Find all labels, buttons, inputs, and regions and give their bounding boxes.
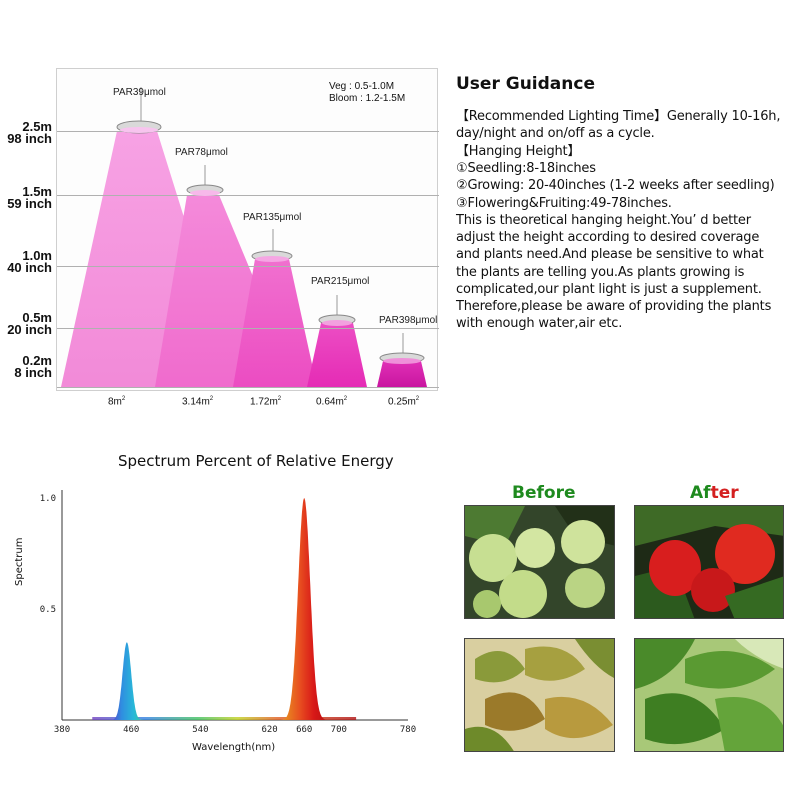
guide-line: 【Hanging Height】: [456, 144, 581, 159]
guide-line: the plants are telling you.As plants gro…: [456, 265, 745, 280]
par-label: PAR78μmol: [175, 147, 228, 158]
plot-area: 380 460 540 620 660 700 780 1.0 0.5: [40, 490, 416, 735]
guide-line: complicated,our plant light is just a su…: [456, 282, 762, 297]
guide-line: with enough water,air etc.: [456, 316, 623, 331]
before-leaf-photo: [464, 638, 615, 752]
spectrum-peak: [280, 498, 329, 720]
light-cone-4: [307, 323, 367, 387]
coverage-area: 3.14m2: [182, 396, 214, 408]
x-tick-label: 540: [192, 725, 208, 735]
bloom-legend: Bloom : 1.2-1.5M: [329, 93, 406, 104]
guide-line: This is theoretical hanging height.You’ …: [456, 213, 751, 228]
guide-line: ③Flowering&Fruiting:49-78inches.: [456, 196, 672, 211]
lamp-icon: [379, 333, 425, 364]
par-label: PAR39μmol: [113, 87, 166, 98]
light-cone-5: [377, 361, 427, 387]
after-label: After: [690, 483, 739, 503]
guide-line: Therefore,please be aware of providing t…: [456, 299, 772, 314]
spectrum-peak: [109, 642, 145, 720]
y-tick-label: 1.0: [40, 494, 56, 504]
lamp-icon: [318, 295, 356, 326]
height-label: 2.5m 98 inch: [7, 119, 52, 146]
guide-line: 【Recommended Lighting Time】Generally 10-…: [456, 109, 781, 124]
coverage-area: 0.25m2: [388, 396, 420, 408]
before-strawberry-photo: [464, 505, 615, 619]
height-label: 0.5m 20 inch: [7, 310, 52, 337]
veg-legend: Veg : 0.5-1.0M: [329, 81, 395, 92]
par-label: PAR135μmol: [243, 212, 302, 223]
light-cone-3: [233, 259, 317, 387]
light-cones: [57, 87, 439, 388]
x-tick-label: 620: [261, 725, 277, 735]
before-label: Before: [512, 483, 576, 503]
lamp-icon: [186, 165, 224, 196]
guide-line: ②Growing: 20-40inches (1-2 weeks after s…: [456, 178, 775, 193]
chart-title: Spectrum Percent of Relative Energy: [118, 452, 394, 470]
y-axis-label: Spectrum: [14, 537, 25, 586]
height-label: 1.0m 40 inch: [7, 248, 52, 275]
y-tick-label: 0.5: [40, 605, 56, 615]
x-tick-label: 700: [331, 725, 347, 735]
par-label: PAR398μmol: [379, 315, 438, 326]
par-label: PAR215μmol: [311, 276, 370, 287]
x-axis-label: Wavelength(nm): [192, 742, 276, 753]
spectrum-chart: 380 460 540 620 660 700 780 1.0 0.5: [40, 490, 416, 735]
hanging-height-diagram: PAR39μmol PAR78μmol PAR135μmol PAR215μmo…: [56, 68, 439, 391]
x-tick-label: 460: [123, 725, 139, 735]
height-label: 1.5m 59 inch: [7, 184, 52, 211]
lamp-icon: [116, 87, 162, 134]
coverage-area: 0.64m2: [316, 396, 348, 408]
x-tick-label: 660: [296, 725, 312, 735]
after-strawberry-photo: [634, 505, 784, 619]
x-tick-label: 380: [54, 725, 70, 735]
guide-line: ①Seedling:8-18inches: [456, 161, 596, 176]
guide-line: day/night and on/off as a cycle.: [456, 126, 655, 141]
coverage-area: 1.72m2: [250, 396, 282, 408]
spectrum-baseline: [92, 717, 357, 720]
x-tick-label: 780: [400, 725, 416, 735]
height-label: 0.2m 8 inch: [14, 353, 52, 380]
after-leaf-photo: [634, 638, 784, 752]
guide-title: User Guidance: [456, 74, 595, 94]
lamp-icon: [251, 229, 293, 262]
guide-line: adjust the height according to desired c…: [456, 230, 760, 245]
coverage-area: 8m2: [108, 396, 126, 408]
guide-line: and plants need.And please be sensitive …: [456, 247, 764, 262]
